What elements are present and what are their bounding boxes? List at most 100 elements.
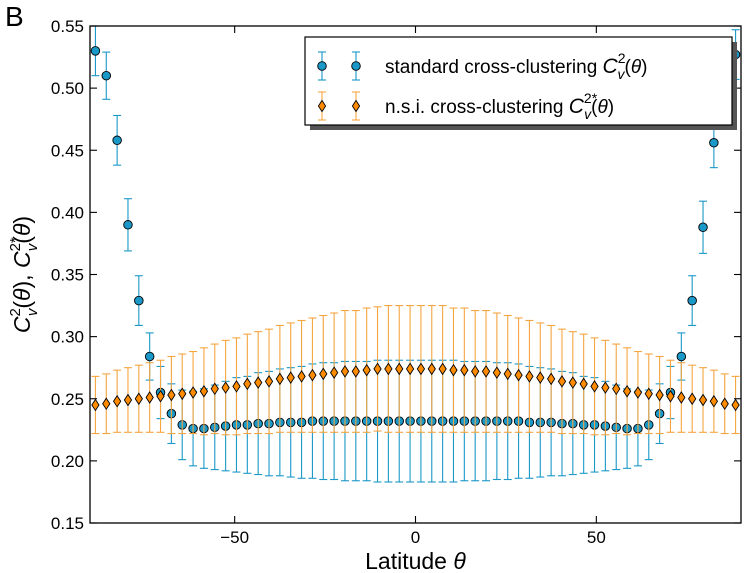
data-point [329, 366, 339, 379]
data-point [112, 394, 122, 408]
data-point [568, 376, 577, 389]
legend-entry-nsi: n.s.i. cross-clustering C2* v(θ) [317, 90, 614, 122]
data-point [178, 387, 187, 401]
data-point [514, 368, 523, 382]
data-point [709, 394, 719, 408]
data-point [308, 368, 317, 382]
data-point [319, 367, 328, 381]
data-point [666, 389, 675, 403]
data-point [243, 377, 252, 391]
x-axis-label: Latitude θ [365, 548, 466, 573]
data-point [188, 386, 198, 399]
data-point [557, 375, 567, 388]
data-point [91, 398, 100, 412]
y-axis-label: C2v(θ), C2*v(θ) [7, 216, 41, 333]
data-point [351, 365, 360, 378]
y-tick-label: 0.35 [51, 266, 84, 285]
y-tick-label: 0.50 [51, 79, 84, 98]
legend-box [304, 36, 733, 126]
data-point [622, 384, 632, 398]
legend-label: standard cross-clustering C2 v(θ) [385, 50, 647, 82]
data-point [492, 366, 502, 379]
data-point [579, 377, 588, 391]
series-nsi-cross-clustering [91, 305, 740, 436]
legend-marker [351, 99, 361, 113]
data-point [395, 362, 404, 376]
data-point [698, 393, 708, 407]
x-tick-label: 0 [411, 528, 420, 547]
x-tick-label: 50 [587, 528, 606, 547]
data-point [101, 70, 112, 81]
data-point [503, 367, 512, 381]
y-tick-label: 0.15 [51, 514, 84, 533]
data-point [123, 393, 133, 407]
panel-letter: B [5, 1, 24, 32]
series-standard-cross-clustering [90, 25, 741, 483]
data-point [720, 397, 729, 411]
data-point [156, 389, 165, 403]
x-tick-label: −50 [220, 528, 249, 547]
data-point [123, 220, 133, 230]
y-tick-label: 0.25 [51, 390, 84, 409]
data-point [612, 382, 621, 396]
data-point [373, 362, 382, 376]
data-point [134, 295, 144, 306]
data-point [601, 381, 610, 394]
data-point [275, 372, 285, 386]
data-point [687, 295, 697, 306]
data-point [232, 380, 241, 393]
data-point [112, 135, 122, 146]
y-tick-label: 0.40 [51, 203, 84, 222]
data-point [144, 351, 155, 362]
data-point [688, 392, 697, 406]
legend-marker [317, 61, 327, 71]
data-point [264, 375, 274, 388]
y-tick-label: 0.45 [51, 141, 84, 160]
data-point [254, 376, 263, 389]
data-point [709, 138, 719, 148]
data-point [167, 388, 176, 402]
data-point [449, 363, 458, 377]
data-point [525, 370, 534, 383]
y-axis-ticks: 0.15 0.20 0.25 0.30 0.35 0.40 0.45 0.50 0.55 [51, 17, 741, 533]
data-point [405, 362, 415, 376]
data-point [221, 381, 230, 394]
x-axis-ticks: −50 0 50 [220, 26, 606, 547]
data-point [676, 351, 687, 362]
data-point [297, 370, 306, 383]
data-point [145, 391, 154, 404]
data-point [633, 386, 643, 399]
data-point [134, 392, 143, 406]
legend-marker [351, 61, 361, 71]
data-point [102, 397, 111, 411]
data-point [481, 365, 491, 378]
data-point [731, 398, 740, 412]
data-point [590, 380, 599, 393]
data-point [644, 387, 653, 401]
y-tick-label: 0.55 [51, 17, 84, 36]
data-point [210, 382, 219, 396]
data-point [416, 362, 426, 376]
data-point [340, 365, 350, 378]
data-point [384, 362, 393, 376]
legend-label: n.s.i. cross-clustering C2* v(θ) [385, 90, 614, 122]
data-point [677, 391, 686, 404]
data-point [536, 371, 545, 384]
data-point [362, 363, 371, 377]
data-point [546, 372, 556, 386]
data-point [698, 222, 708, 233]
y-tick-label: 0.20 [51, 452, 84, 471]
data-point [438, 362, 447, 376]
data-point [199, 384, 209, 398]
data-point [460, 363, 469, 377]
legend-entry-standard: standard cross-clustering C2 v(θ) [317, 50, 647, 82]
data-point [427, 362, 436, 376]
legend: standard cross-clustering C2 v(θ) n.s.i. … [304, 36, 737, 130]
y-tick-label: 0.30 [51, 328, 84, 347]
data-point [655, 388, 664, 402]
legend-marker [317, 99, 327, 113]
data-point [90, 46, 101, 56]
data-point [286, 371, 295, 384]
data-point [471, 365, 480, 378]
